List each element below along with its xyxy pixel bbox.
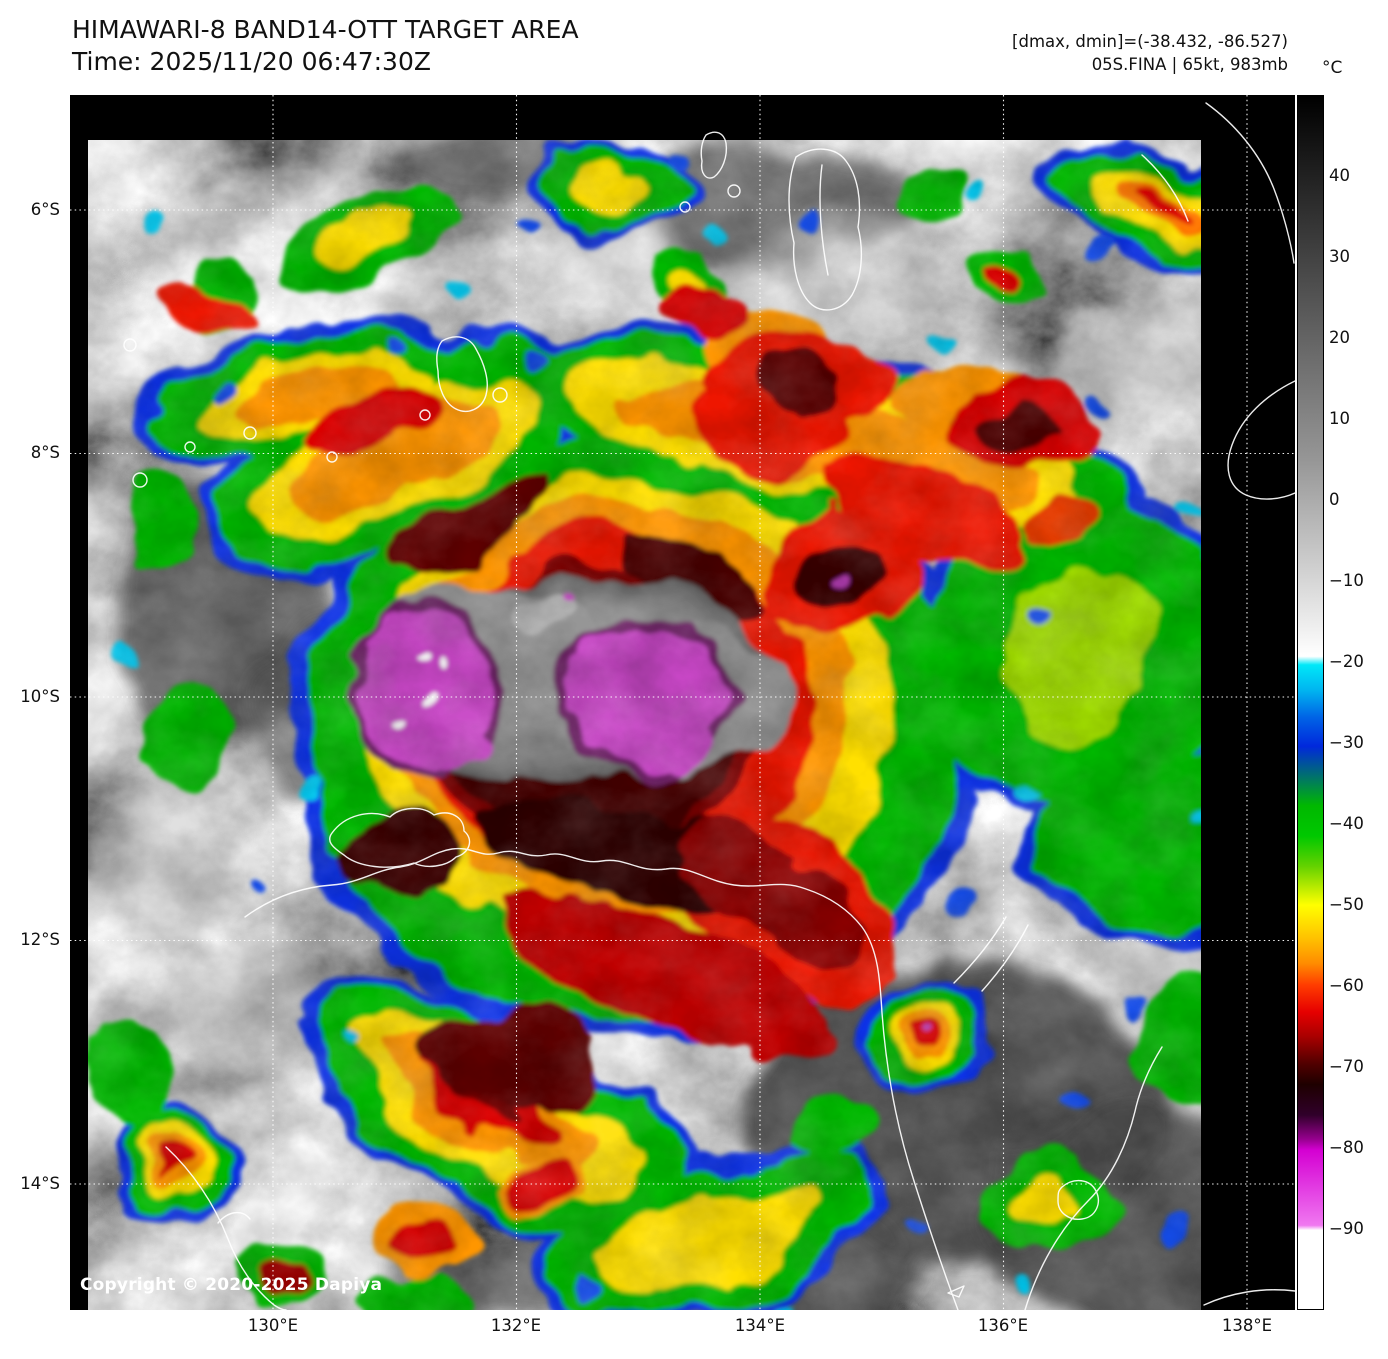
colorbar-tick-label: −70: [1329, 1057, 1364, 1076]
figure-title: HIMAWARI-8 BAND14-OTT TARGET AREA: [72, 15, 579, 44]
satellite-plot: Copyright © 2020-2025 Dapiya: [70, 95, 1296, 1311]
coastline-layer: [123, 102, 1296, 1311]
figure-time: Time: 2025/11/20 06:47:30Z: [72, 47, 431, 76]
colorbar-tick-label: −40: [1329, 814, 1364, 833]
lat-tick-label: 6°S: [30, 200, 60, 219]
satellite-data-layer: [88, 140, 1201, 1310]
temperature-colorbar: [1297, 95, 1324, 1310]
colorbar-tick-label: −30: [1329, 733, 1364, 752]
gridline-layer: [70, 95, 1295, 1310]
lon-tick-label: 134°E: [734, 1316, 786, 1335]
lon-tick-label: 136°E: [977, 1316, 1029, 1335]
lon-tick-label: 130°E: [247, 1316, 299, 1335]
lon-tick-label: 138°E: [1221, 1316, 1273, 1335]
colorbar-tick-label: 10: [1329, 409, 1350, 428]
colorbar-tick-label: −50: [1329, 895, 1364, 914]
lat-tick-label: 10°S: [20, 687, 60, 706]
colorbar-tick-label: 40: [1329, 166, 1350, 185]
colorbar-tick-label: 30: [1329, 247, 1350, 266]
lon-tick-label: 132°E: [490, 1316, 542, 1335]
colorbar-tick-label: 0: [1329, 490, 1340, 509]
colorbar-tick-label: 20: [1329, 328, 1350, 347]
colorbar-tick-label: −80: [1329, 1138, 1364, 1157]
dmax-dmin-annotation: [dmax, dmin]=(-38.432, -86.527): [1012, 32, 1288, 51]
lat-tick-label: 14°S: [20, 1174, 60, 1193]
colorbar-tick-label: −10: [1329, 571, 1364, 590]
colorbar-unit-label: °C: [1322, 58, 1343, 78]
satellite-image: [70, 95, 1296, 1311]
texture-light-overlay: [88, 140, 1201, 1310]
colorbar-tick-label: −20: [1329, 652, 1364, 671]
storm-info-annotation: 05S.FINA | 65kt, 983mb: [1091, 55, 1288, 74]
lat-tick-label: 8°S: [30, 443, 60, 462]
colorbar-tick-label: −90: [1329, 1219, 1364, 1238]
lat-tick-label: 12°S: [20, 930, 60, 949]
annotation-block: [dmax, dmin]=(-38.432, -86.527) 05S.FINA…: [1012, 30, 1288, 76]
colorbar-tick-label: −60: [1329, 976, 1364, 995]
title-block: HIMAWARI-8 BAND14-OTT TARGET AREA Time: …: [72, 14, 579, 78]
copyright-label: Copyright © 2020-2025 Dapiya: [80, 1275, 383, 1295]
